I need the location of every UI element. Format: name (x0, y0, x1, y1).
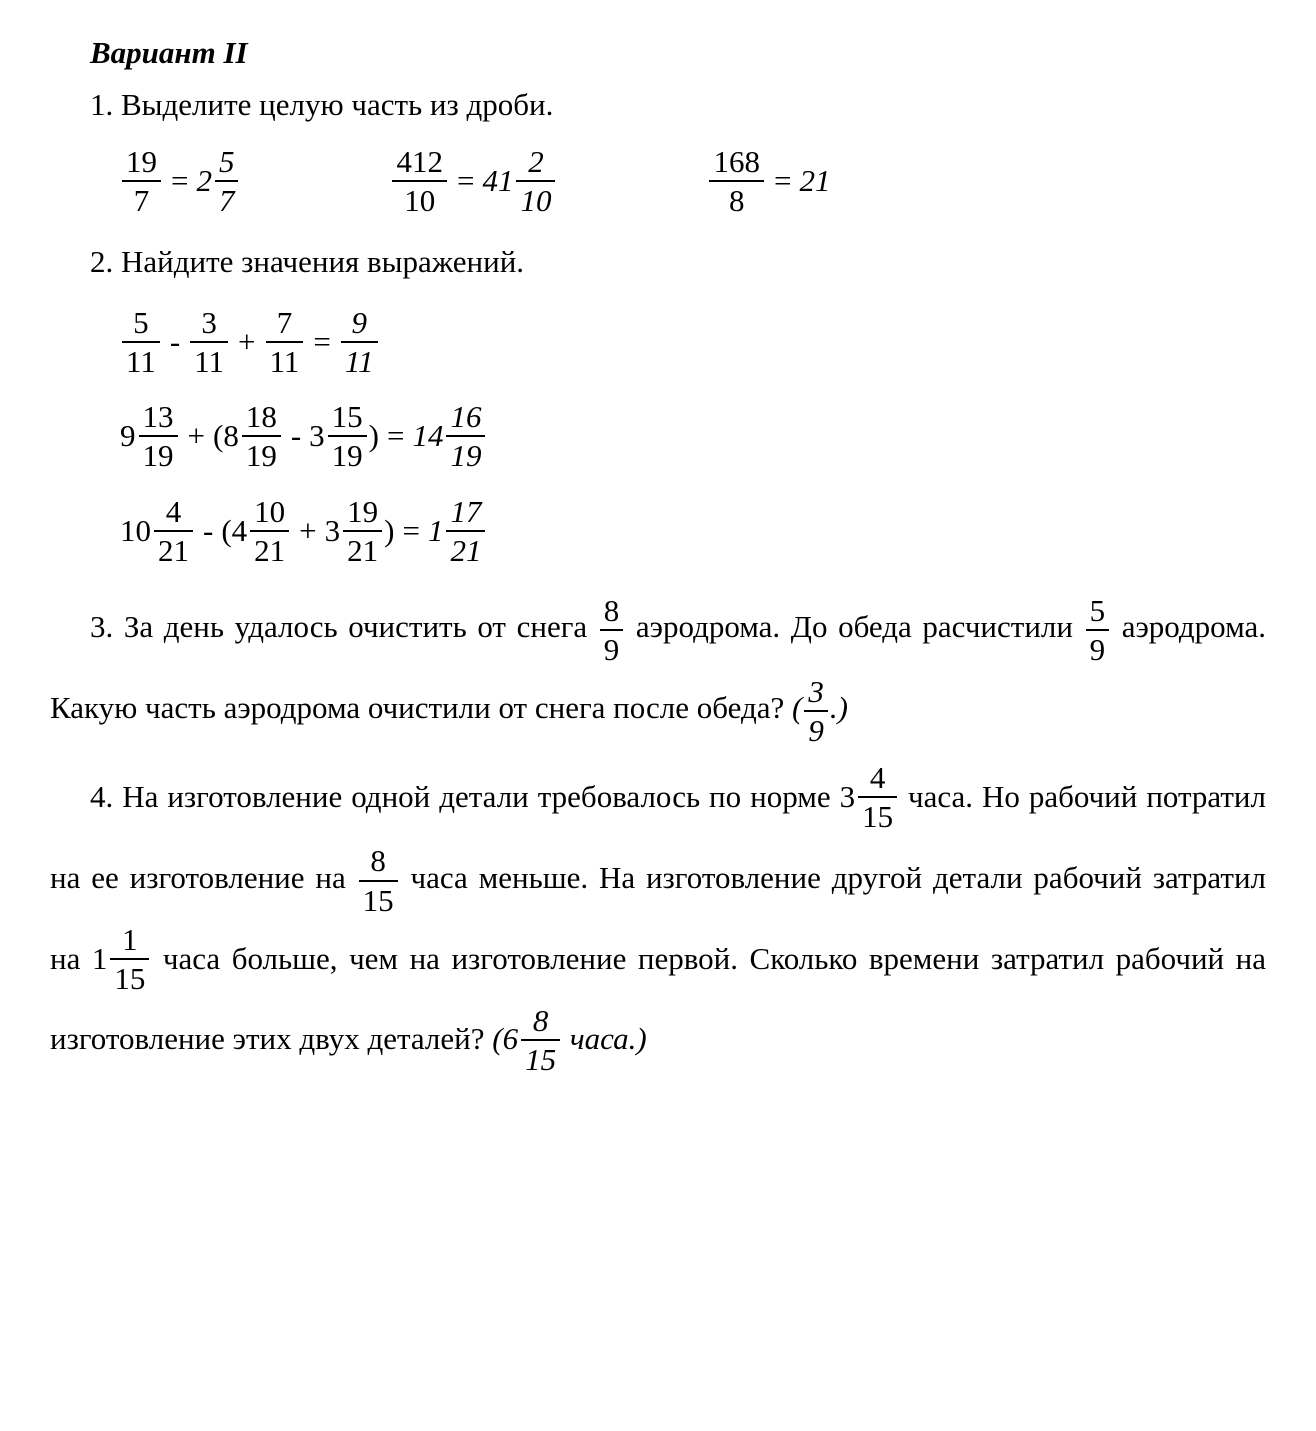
variant-title: Вариант II (90, 30, 1266, 77)
p2-eq1: 511 - 311 + 711 = 911 (120, 304, 1266, 380)
problem-2-text: 2. Найдите значения выражений. (90, 239, 1266, 286)
p1-eq3: 1688 = 21 (707, 143, 830, 219)
problem-1-text: 1. Выделите целую часть из дроби. (90, 82, 1266, 129)
p2-eq3: 10421 - ( 41021 + 31921 ) = 11721 (120, 493, 1266, 569)
problem-4: 4. На изготовление одной детали требовал… (50, 757, 1266, 1080)
p1-eq2: 41210 = 41210 (390, 143, 557, 219)
p1-eq1: 197 = 257 (120, 143, 240, 219)
problem-1-equations: 197 = 257 41210 = 41210 1688 = 21 (120, 143, 1266, 219)
p2-eq2: 91319 + ( 81819 - 31519 ) = 141619 (120, 398, 1266, 474)
problem-3: 3. За день удалось очистить от снега 89 … (50, 587, 1266, 749)
